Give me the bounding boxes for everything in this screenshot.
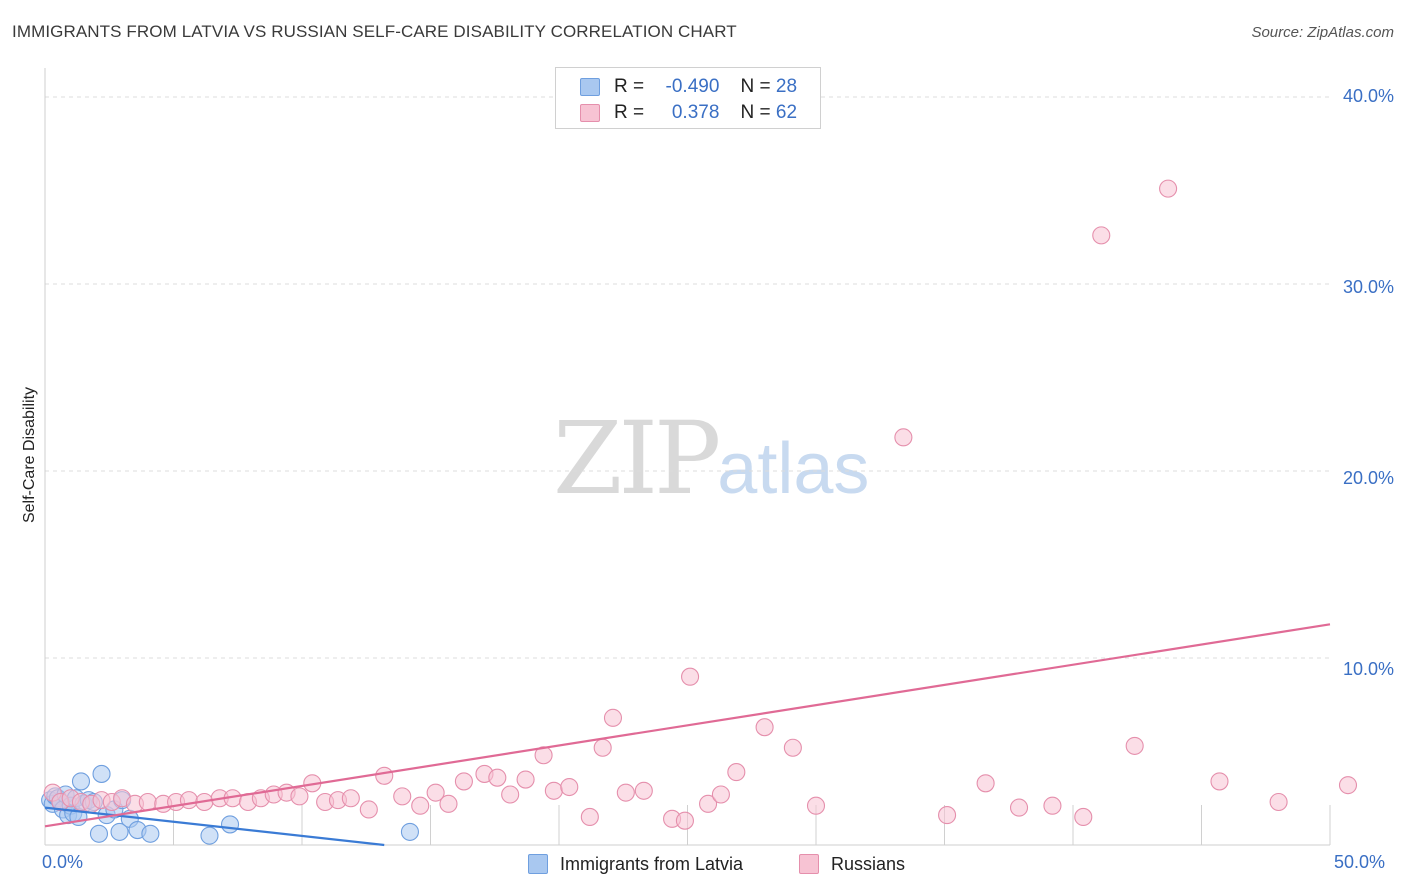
data-point-russians xyxy=(501,785,520,804)
data-point-russians xyxy=(1338,776,1358,795)
source-credit: Source: ZipAtlas.com xyxy=(1251,24,1394,41)
data-point-russians xyxy=(1210,772,1229,791)
data-point-russians xyxy=(179,791,198,810)
legend-row-latvia: R = -0.490 N = 28 xyxy=(580,74,797,100)
legend-r-value: -0.490 xyxy=(665,76,720,97)
y-tick-label-40: 40.0% xyxy=(1342,86,1394,106)
data-point-latvia xyxy=(220,815,240,834)
data-point-russians xyxy=(359,800,378,819)
data-point-russians xyxy=(1092,226,1111,245)
y-tick-label-30: 30.0% xyxy=(1342,277,1394,297)
data-point-latvia xyxy=(89,824,109,843)
data-point-russians xyxy=(411,796,430,815)
data-point-russians xyxy=(426,783,445,802)
data-point-russians xyxy=(699,794,718,813)
legend-n-label: N = xyxy=(740,102,771,123)
data-point-russians xyxy=(1269,792,1288,812)
legend-swatch-russians xyxy=(580,104,600,122)
data-point-russians xyxy=(894,428,913,447)
data-point-russians xyxy=(783,738,802,757)
correlation-legend: R = -0.490 N = 28 R = 0.378 N = 62 xyxy=(555,67,821,129)
data-point-russians xyxy=(560,777,579,797)
trend-line-russians xyxy=(44,623,1331,828)
legend-r-label: R = xyxy=(614,102,645,123)
data-point-russians xyxy=(580,807,599,827)
bottom-legend-latvia: Immigrants from Latvia xyxy=(528,852,743,876)
bottom-legend-swatch-latvia xyxy=(528,854,548,874)
legend-swatch-latvia xyxy=(580,78,600,96)
data-point-russians xyxy=(727,763,746,782)
y-tick-label-20: 20.0% xyxy=(1342,468,1394,488)
data-point-russians xyxy=(488,768,507,787)
data-point-russians xyxy=(534,746,553,765)
data-point-russians xyxy=(341,789,360,808)
legend-n-label: N = xyxy=(740,76,771,97)
data-point-russians xyxy=(138,792,157,812)
data-point-russians xyxy=(616,783,635,802)
watermark: ZIPatlas xyxy=(553,400,869,517)
data-point-russians xyxy=(634,781,653,800)
y-tick-label-10: 10.0% xyxy=(1342,659,1394,679)
data-point-russians xyxy=(544,781,563,800)
bottom-legend-label: Russians xyxy=(831,853,906,874)
bottom-legend-russians: Russians xyxy=(799,852,905,876)
data-point-russians xyxy=(1074,807,1093,827)
data-point-russians xyxy=(675,811,694,830)
data-point-russians xyxy=(290,787,309,806)
data-point-russians xyxy=(1009,798,1029,817)
bottom-legend-label: Immigrants from Latvia xyxy=(560,853,744,874)
y-axis-label: Self-Care Disability xyxy=(21,386,38,524)
data-point-latvia xyxy=(110,822,129,841)
watermark-zip: ZIP xyxy=(553,400,721,517)
chart-title: IMMIGRANTS FROM LATVIA VS RUSSIAN SELF-C… xyxy=(12,22,737,41)
data-point-russians xyxy=(439,794,458,813)
data-point-latvia xyxy=(141,824,160,843)
data-point-latvia xyxy=(200,826,219,845)
data-point-russians xyxy=(393,787,412,806)
data-point-russians xyxy=(1159,179,1178,198)
data-point-russians xyxy=(681,667,700,686)
data-point-russians xyxy=(593,738,612,757)
x-tick-label-min: 0.0% xyxy=(42,852,84,872)
legend-row-russians: R = 0.378 N = 62 xyxy=(580,100,797,126)
data-point-russians xyxy=(938,806,957,825)
legend-r-value: 0.378 xyxy=(671,102,720,123)
data-point-russians xyxy=(454,772,473,791)
data-point-latvia xyxy=(400,822,419,841)
legend-r-label: R = xyxy=(614,76,645,97)
data-point-russians xyxy=(1043,796,1062,815)
watermark-atlas: atlas xyxy=(717,429,870,509)
data-point-russians xyxy=(1125,736,1144,755)
x-tick-label-max: 50.0% xyxy=(1334,852,1386,872)
data-point-russians xyxy=(375,766,394,785)
data-point-russians xyxy=(516,770,535,789)
trend-line-latvia xyxy=(44,806,385,847)
data-point-russians xyxy=(603,708,623,727)
bottom-legend-swatch-russians xyxy=(799,854,819,874)
data-point-russians xyxy=(755,718,774,737)
legend-n-value: 28 xyxy=(775,76,798,97)
data-point-russians xyxy=(976,774,995,793)
data-point-russians xyxy=(806,796,826,815)
data-point-russians xyxy=(711,785,730,804)
data-point-latvia xyxy=(92,764,111,783)
data-point-latvia xyxy=(71,772,91,791)
legend-n-value: 62 xyxy=(775,102,798,123)
